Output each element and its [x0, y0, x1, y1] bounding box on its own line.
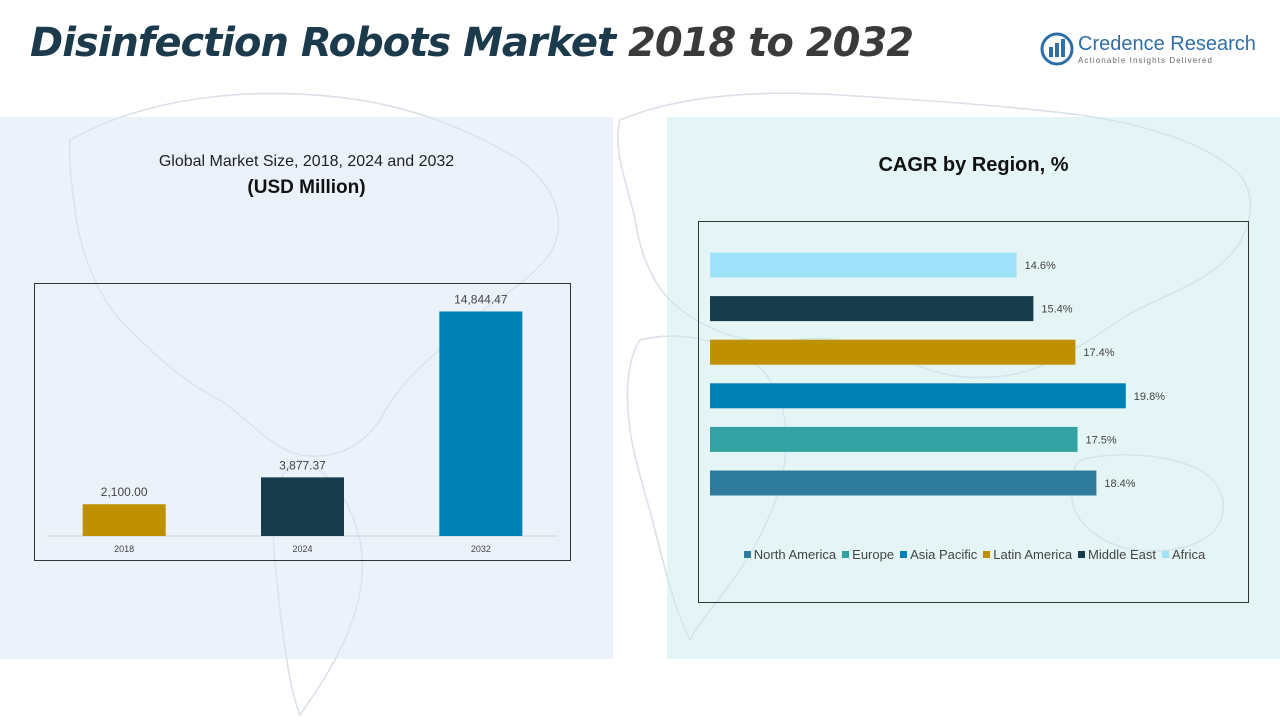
legend-label: North America — [753, 547, 837, 562]
x-tick-label: 2018 — [114, 544, 134, 554]
bar-asia-pacific — [710, 383, 1126, 409]
legend-item: Africa — [1161, 547, 1206, 562]
bar-value-label: 18.4% — [1104, 478, 1135, 490]
bar-value-label: 17.5% — [1086, 434, 1117, 446]
bar-latin-america — [710, 339, 1076, 365]
brand-name: Credence Research — [1078, 33, 1256, 55]
legend-label: Africa — [1171, 547, 1206, 562]
cagr-title: CAGR by Region, % — [878, 154, 1069, 176]
bar-2024 — [261, 477, 344, 536]
legend-item: North America — [743, 547, 837, 562]
legend-swatch — [842, 551, 850, 558]
bar-north-america — [710, 470, 1097, 496]
bar-value-label: 19.8% — [1134, 391, 1165, 403]
legend-label: Latin America — [993, 547, 1073, 562]
credence-logo-icon — [1040, 32, 1074, 66]
bar-value-label: 17.4% — [1083, 347, 1114, 359]
brand-tagline: Actionable Insights Delivered — [1078, 56, 1214, 65]
x-tick-label: 2024 — [292, 544, 312, 554]
x-tick-label: 2032 — [471, 544, 491, 554]
cagr-legend: North America Europe Asia Pacific Latin Ame… — [699, 547, 1250, 562]
bar-2018 — [82, 504, 166, 536]
legend-label: Europe — [852, 547, 895, 562]
cagr-chart: 18.4% 17.5% 19.8% 17.4% 15.4% 14.6% North Ame… — [698, 221, 1249, 603]
bar-value-label: 2,100.00 — [101, 485, 148, 499]
market-size-subtitle: Global Market Size, 2018, 2024 and 2032 — [158, 153, 455, 170]
legend-item: Latin America — [983, 547, 1072, 562]
legend-swatch — [1078, 551, 1086, 558]
legend-item: Europe — [842, 547, 894, 562]
bar-middle-east — [710, 296, 1034, 322]
bar-europe — [710, 426, 1078, 452]
legend-label: Middle East — [1088, 547, 1156, 562]
bar-value-label: 14.6% — [1025, 260, 1056, 272]
bar-africa — [710, 252, 1017, 278]
legend-item: Asia Pacific — [900, 547, 977, 562]
bar-2032 — [439, 311, 523, 536]
legend-swatch — [983, 551, 991, 558]
brand-logo: Credence Research Actionable Insights De… — [1040, 30, 1270, 70]
bar-value-label: 3,877.37 — [279, 458, 326, 472]
page-title: Disinfection Robots Market 2018 to 2032 — [30, 20, 914, 66]
market-size-bars: 2,100.00 2018 3,877.37 2024 14,844.47 2032 — [47, 292, 558, 554]
legend-item: Middle East — [1078, 547, 1156, 562]
legend-label: Asia Pacific — [910, 547, 978, 562]
bar-value-label: 15.4% — [1041, 304, 1072, 316]
legend-swatch — [1161, 551, 1169, 558]
market-size-chart: 2,100.00 2018 3,877.37 2024 14,844.47 2032 — [34, 283, 571, 561]
legend-swatch — [900, 551, 908, 558]
bar-value-label: 14,844.47 — [454, 292, 508, 306]
legend-swatch — [743, 551, 751, 558]
market-size-unit: (USD Million) — [247, 177, 366, 198]
cagr-bars: 18.4% 17.5% 19.8% 17.4% 15.4% 14.6% — [710, 252, 1165, 496]
